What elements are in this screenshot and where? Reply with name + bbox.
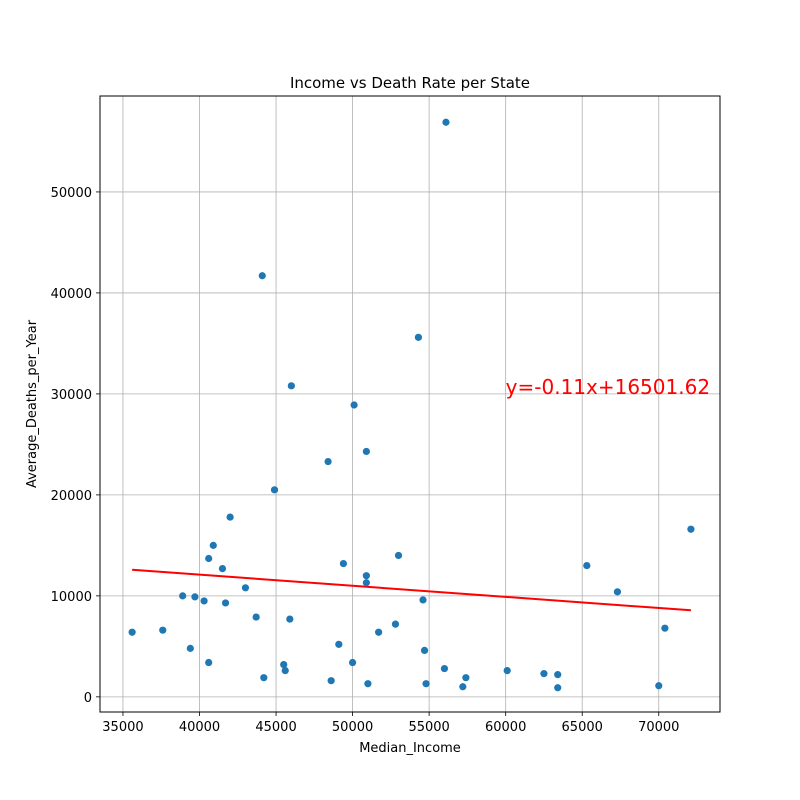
scatter-point [687, 525, 695, 533]
x-tick-label: 40000 [179, 720, 220, 735]
scatter-point [159, 626, 167, 634]
scatter-point [362, 447, 370, 456]
scatter-point [260, 674, 268, 682]
scatter-point [503, 666, 511, 675]
scatter-point [258, 272, 266, 280]
scatter-point [286, 615, 294, 623]
scatter-point [200, 597, 208, 605]
plot-frame [99, 95, 721, 713]
scatter-point [221, 599, 230, 607]
scatter-point [583, 561, 591, 570]
scatter-point [280, 660, 288, 669]
x-tick-label: 50000 [332, 720, 373, 735]
scatter-point [394, 551, 403, 560]
scatter-point [362, 572, 370, 580]
y-ticks: 0 10000 20000 30000 40000 50000 [51, 186, 100, 706]
scatter-point [339, 559, 348, 568]
scatter-point [327, 677, 335, 685]
x-tick-label: 65000 [562, 720, 603, 735]
scatter-point [205, 554, 213, 563]
scatter-point [442, 118, 450, 126]
chart-title: Income vs Death Rate per State [290, 74, 530, 92]
scatter-point [241, 584, 250, 592]
scatter-point [281, 666, 289, 675]
scatter-point [191, 593, 199, 601]
scatter-point [419, 596, 427, 604]
scatter-point [554, 684, 562, 692]
scatter-point [422, 680, 430, 688]
x-tick-label: 60000 [485, 720, 526, 735]
scatter-point [287, 382, 295, 390]
y-axis-label: Average_Deaths_per_Year [25, 319, 40, 488]
scatter-point [364, 680, 372, 688]
x-axis-label: Median_Income [359, 741, 461, 756]
scatter-point [554, 671, 562, 679]
regression-line [132, 568, 691, 612]
scatter-point [459, 683, 467, 691]
x-tick-label: 45000 [255, 720, 296, 735]
scatter-point [661, 624, 669, 632]
scatter-point [205, 658, 213, 667]
scatter-point [218, 565, 227, 573]
scatter-point [348, 658, 357, 667]
scatter-point [350, 401, 358, 409]
scatter-point [375, 628, 383, 636]
grid [100, 96, 720, 712]
scatter-point [420, 646, 429, 655]
y-tick-label: 50000 [51, 186, 92, 201]
scatter-point [655, 682, 663, 690]
y-tick-label: 0 [84, 691, 92, 706]
x-tick-label: 55000 [408, 720, 449, 735]
x-tick-label: 35000 [102, 720, 143, 735]
scatter-point [128, 628, 136, 636]
scatter-point [440, 664, 449, 673]
y-tick-label: 30000 [51, 388, 92, 403]
scatter-point [179, 592, 187, 600]
x-ticks: 35000 40000 45000 50000 55000 60000 65000 70000 [102, 712, 679, 735]
scatter-point [362, 579, 370, 587]
scatter-point [226, 513, 234, 521]
scatter-point [613, 588, 622, 596]
regression-layer [132, 568, 691, 612]
y-tick-label: 20000 [51, 489, 92, 504]
regression-equation-label: y=-0.11x+16501.62 [506, 375, 710, 399]
scatter-point [540, 670, 548, 678]
scatter-point [186, 644, 194, 652]
scatter-point [270, 486, 279, 494]
y-tick-label: 40000 [51, 287, 92, 302]
x-tick-label: 70000 [638, 720, 679, 735]
data-points [128, 118, 695, 692]
scatter-point [252, 613, 260, 621]
scatter-point [462, 674, 470, 682]
scatter-point [324, 457, 332, 466]
scatter-point [391, 620, 400, 628]
y-tick-label: 10000 [51, 590, 92, 605]
scatter-point [335, 640, 343, 648]
scatter-point [209, 541, 217, 549]
scatter-point [414, 333, 423, 341]
